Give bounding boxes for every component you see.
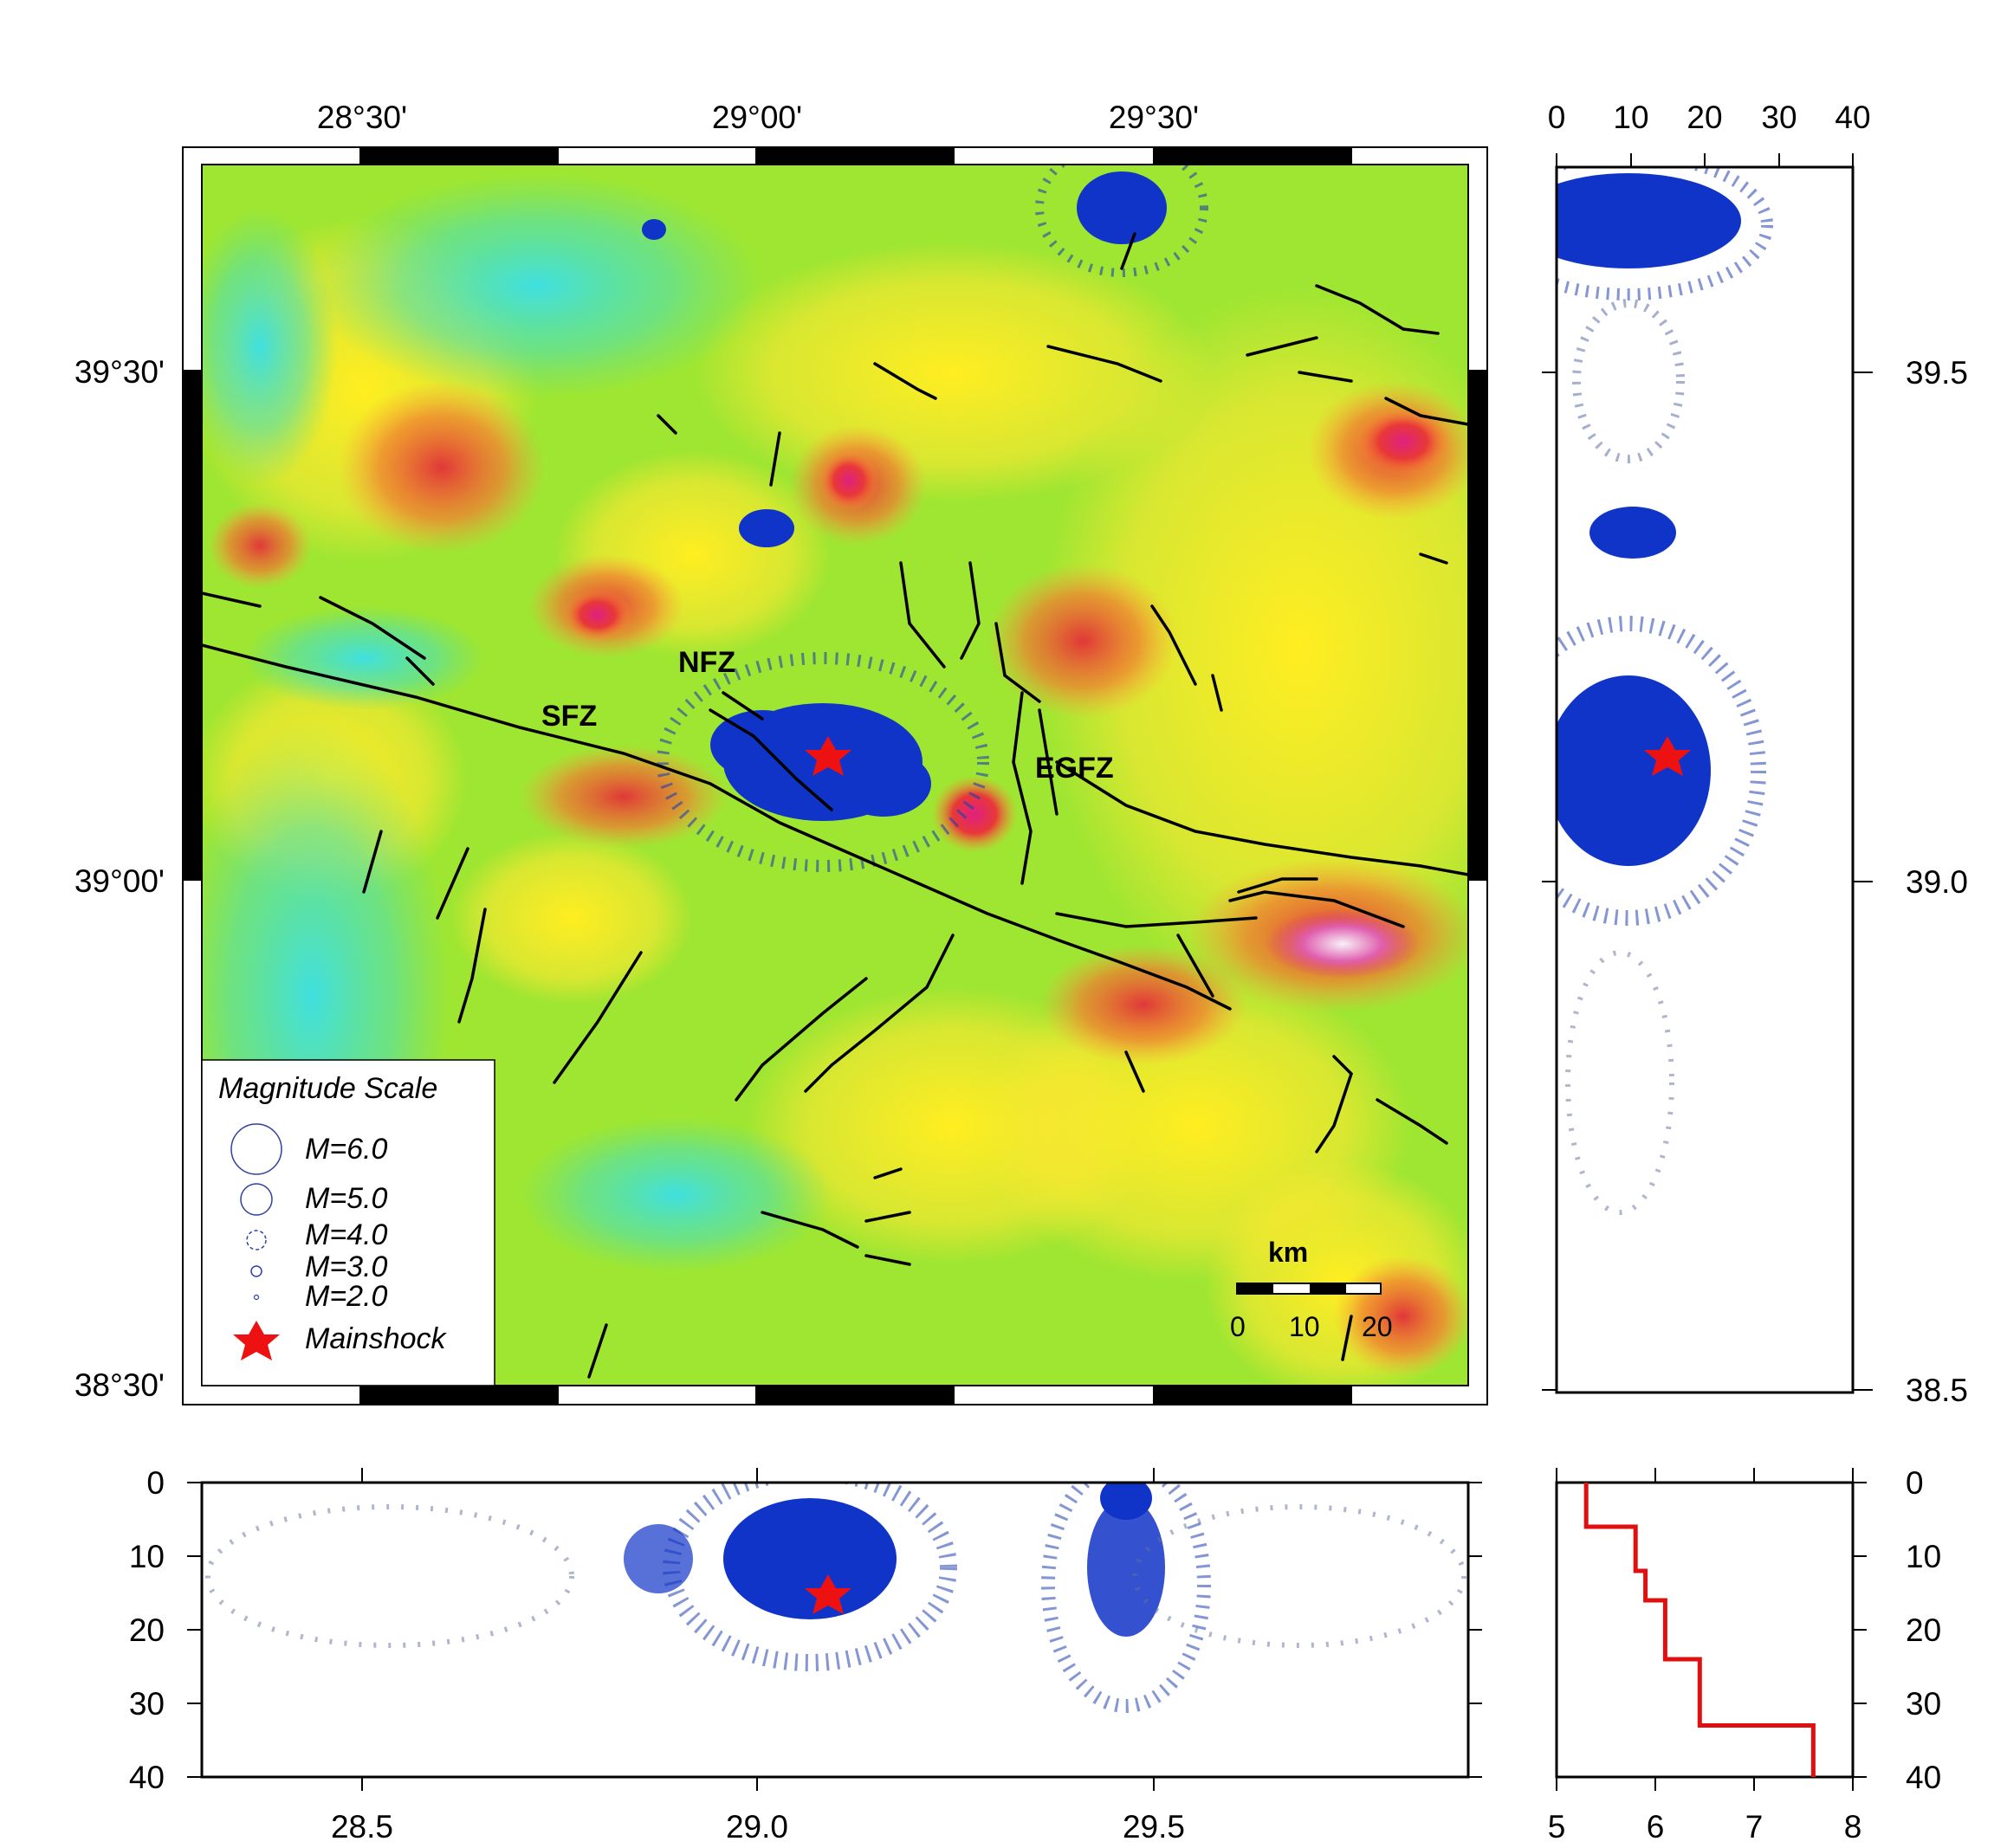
magnitude-legend: Magnitude Scale M=6.0 M=5.0 M=4.0 M=3.0 … [201, 1059, 495, 1386]
lon-depth-tick-0: 0 [146, 1465, 165, 1501]
lon-depth-tick-10: 10 [129, 1539, 165, 1574]
vel-tick-5: 5 [1548, 1809, 1566, 1845]
legend-symbol-m4 [246, 1230, 267, 1250]
map-left-tick-2: 39°00' [74, 863, 165, 899]
lat-depth-tick-0: 0 [1548, 100, 1566, 135]
vel-tick-6: 6 [1647, 1809, 1665, 1845]
legend-item-m2: M=2.0 [305, 1280, 388, 1313]
vel-tick-8: 8 [1844, 1809, 1862, 1845]
lon-depth-tick-40: 40 [129, 1760, 165, 1795]
vel-depth-tick-10: 10 [1906, 1539, 1941, 1574]
map-top-tick-3: 29°30' [1109, 100, 1199, 135]
vel-tick-7: 7 [1745, 1809, 1764, 1845]
velocity-model-chart: 5 6 7 8 0 10 20 30 40 [1548, 1465, 1941, 1845]
lat-tick-39-0: 39.0 [1906, 864, 1968, 900]
lon-tick-29-0: 29.0 [726, 1809, 788, 1845]
mainshock-star [805, 736, 851, 776]
legend-symbol-m3 [250, 1265, 262, 1277]
lon-tick-29-5: 29.5 [1123, 1809, 1185, 1845]
lat-depth-tick-40: 40 [1835, 100, 1870, 135]
map-left-tick-1: 39°30' [74, 354, 165, 390]
legend-item-mainshock: Mainshock [305, 1322, 448, 1355]
map-top-tick-2: 29°00' [712, 100, 802, 135]
legend-symbol-m6 [230, 1123, 282, 1175]
legend-title: Magnitude Scale [218, 1072, 437, 1105]
lat-section-ticks [1542, 153, 1873, 1391]
lat-section-seismicity [1557, 167, 1773, 1215]
lat-section-mainshock-star [1644, 736, 1691, 776]
legend-item-m3: M=3.0 [305, 1250, 388, 1283]
scale-bar-unit: km [1268, 1237, 1308, 1268]
scale-bar-label-20: 20 [1362, 1311, 1393, 1342]
scale-bar-label-10: 10 [1289, 1311, 1320, 1342]
vel-depth-tick-0: 0 [1906, 1465, 1924, 1501]
legend-item-m4: M=4.0 [305, 1218, 388, 1251]
lat-depth-tick-20: 20 [1687, 100, 1722, 135]
lon-section-seismicity [205, 1483, 1466, 1713]
legend-item-m5: M=5.0 [305, 1182, 388, 1215]
lon-section-mainshock-star [805, 1574, 851, 1614]
vel-depth-tick-20: 20 [1906, 1612, 1941, 1648]
fault-label-nfz: NFZ [678, 646, 735, 679]
scale-bar: km 0 10 20 [1230, 1237, 1393, 1342]
lon-section-ticks [187, 1468, 1482, 1791]
legend-symbol-mainshock [233, 1321, 280, 1360]
legend-symbol-m5 [240, 1183, 273, 1216]
map-top-tick-1: 28°30' [317, 100, 407, 135]
velocity-profile-line [1583, 1483, 1816, 1777]
lon-depth-tick-20: 20 [129, 1612, 165, 1648]
lat-depth-tick-10: 10 [1613, 100, 1648, 135]
latitude-depth-section: 0 10 20 30 40 39.5 39.0 38.5 [1542, 100, 1968, 1408]
vel-depth-tick-30: 30 [1906, 1686, 1941, 1722]
map-frame [182, 146, 1488, 1405]
vel-depth-tick-40: 40 [1906, 1760, 1941, 1795]
lat-depth-tick-30: 30 [1761, 100, 1797, 135]
map-left-tick-3: 38°30' [74, 1367, 165, 1403]
longitude-depth-section: 0 10 20 30 40 28.5 29.0 29.5 [129, 1465, 1482, 1845]
fault-label-egfz: EGFZ [1035, 752, 1114, 785]
fault-label-sfz: SFZ [541, 700, 597, 733]
fault-lines [202, 232, 1468, 1379]
lon-tick-28-5: 28.5 [331, 1809, 393, 1845]
scale-bar-label-0: 0 [1230, 1311, 1246, 1342]
velocity-ticks [1556, 1468, 1867, 1791]
legend-symbol-m2 [253, 1294, 260, 1301]
lat-tick-39-5: 39.5 [1906, 355, 1968, 391]
lat-tick-38-5: 38.5 [1906, 1373, 1968, 1408]
legend-item-m6: M=6.0 [305, 1133, 388, 1166]
topography-map: NFZ SFZ EGFZ km 0 10 20 [74, 100, 1488, 1405]
lon-depth-tick-30: 30 [129, 1686, 165, 1722]
